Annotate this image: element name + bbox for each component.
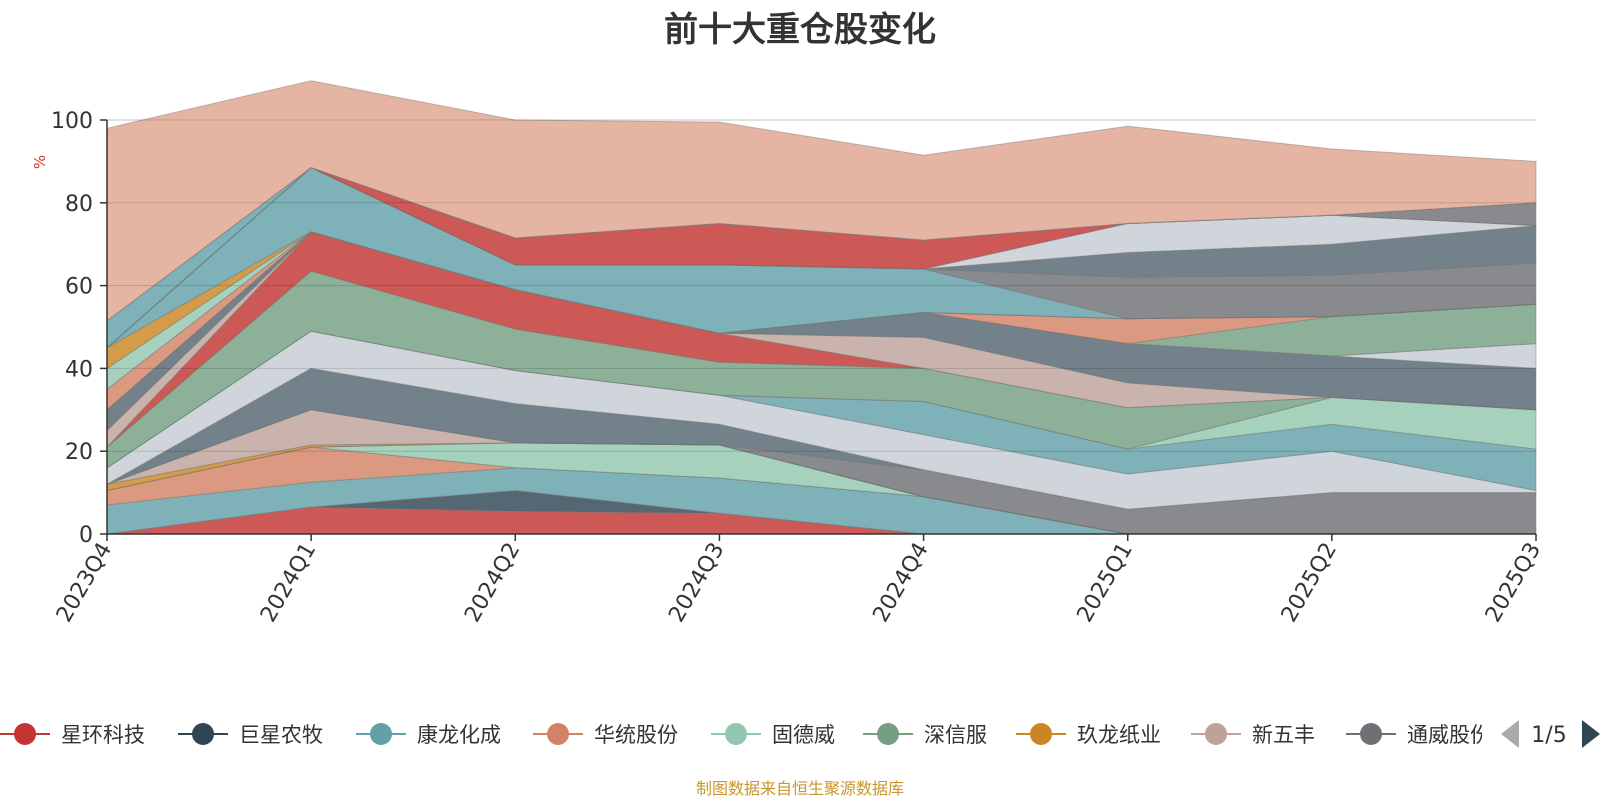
legend-circle-icon <box>1205 723 1227 745</box>
area-series-12 <box>106 330 1537 492</box>
y-axis-unit-label: % <box>31 155 49 169</box>
legend-item[interactable]: 玖龙纸业 <box>1016 723 1161 747</box>
legend-circle-icon <box>370 723 392 745</box>
legend-page-indicator: 1/5 <box>1531 723 1566 748</box>
legend-item[interactable]: 康龙化成 <box>356 723 501 747</box>
x-tick-label: 2024Q4 <box>868 539 933 627</box>
legend-circle-icon <box>1030 723 1052 745</box>
area-series-31 <box>106 80 1537 322</box>
legend-label: 新五丰 <box>1252 723 1315 747</box>
x-tick-label: 2023Q4 <box>52 539 117 627</box>
legend: 星环科技 巨星农牧 康龙化成 华统股份 固德威 深信服 玖龙纸业 新五丰 通威股份 <box>0 723 1491 747</box>
y-tick-label: 60 <box>65 275 93 300</box>
y-tick-label: 40 <box>65 357 93 382</box>
area-series-10 <box>106 367 1536 510</box>
area-series-8 <box>106 409 1536 535</box>
area-series-13 <box>106 330 1537 469</box>
legend-item[interactable]: 固德威 <box>711 723 835 747</box>
y-tick-label: 0 <box>79 523 93 548</box>
legend-label: 通威股份 <box>1407 723 1491 747</box>
source-note: 制图数据来自恒生聚源数据库 <box>695 779 904 798</box>
area-series-19 <box>106 231 1537 411</box>
legend-circle-icon <box>547 723 569 745</box>
legend-label: 华统股份 <box>594 723 678 747</box>
legend-circle-icon <box>192 723 214 745</box>
x-tick-label: 2025Q1 <box>1073 539 1138 627</box>
triangle-right-icon[interactable] <box>1582 720 1600 748</box>
legend-circle-icon <box>14 723 36 745</box>
area-series-2 <box>106 489 1536 535</box>
area-series-6 <box>106 442 1536 535</box>
legend-items: 星环科技 巨星农牧 康龙化成 华统股份 固德威 深信服 玖龙纸业 新五丰 通威股份 <box>0 723 1491 747</box>
y-tick-label: 80 <box>65 192 93 217</box>
y-tick-label: 20 <box>65 440 93 465</box>
legend-item[interactable]: 华统股份 <box>533 723 678 747</box>
legend-label: 固德威 <box>772 723 835 747</box>
legend-circle-icon <box>725 723 747 745</box>
area-series-9 <box>106 409 1537 535</box>
area-series-11 <box>106 330 1537 510</box>
x-tick-label: 2024Q1 <box>256 539 321 627</box>
legend-circle-icon <box>1360 723 1382 745</box>
y-tick-label: 100 <box>51 109 93 134</box>
legend-item[interactable]: 深信服 <box>863 723 987 747</box>
legend-item[interactable]: 新五丰 <box>1191 723 1315 747</box>
legend-item[interactable]: 巨星农牧 <box>178 723 323 747</box>
legend-label: 巨星农牧 <box>239 723 323 747</box>
legend-circle-icon <box>877 723 899 745</box>
triangle-left-icon[interactable] <box>1501 720 1519 748</box>
area-series-5 <box>106 442 1536 535</box>
legend-label: 星环科技 <box>61 723 145 747</box>
x-tick-label: 2025Q3 <box>1481 539 1546 627</box>
legend-pager: 1/5 <box>1501 720 1600 748</box>
x-tick-label: 2025Q2 <box>1277 539 1342 627</box>
legend-item[interactable]: 通威股份 <box>1346 723 1491 747</box>
x-tick-label: 2024Q2 <box>460 539 525 627</box>
legend-label: 康龙化成 <box>417 723 501 747</box>
legend-label: 玖龙纸业 <box>1077 723 1161 747</box>
legend-label: 深信服 <box>924 723 987 747</box>
x-tick-label: 2024Q3 <box>664 539 729 627</box>
area-series-18 <box>106 231 1537 411</box>
legend-item[interactable]: 星环科技 <box>0 723 145 747</box>
stacked-areas <box>106 80 1537 535</box>
chart-title: 前十大重仓股变化 <box>664 10 936 50</box>
